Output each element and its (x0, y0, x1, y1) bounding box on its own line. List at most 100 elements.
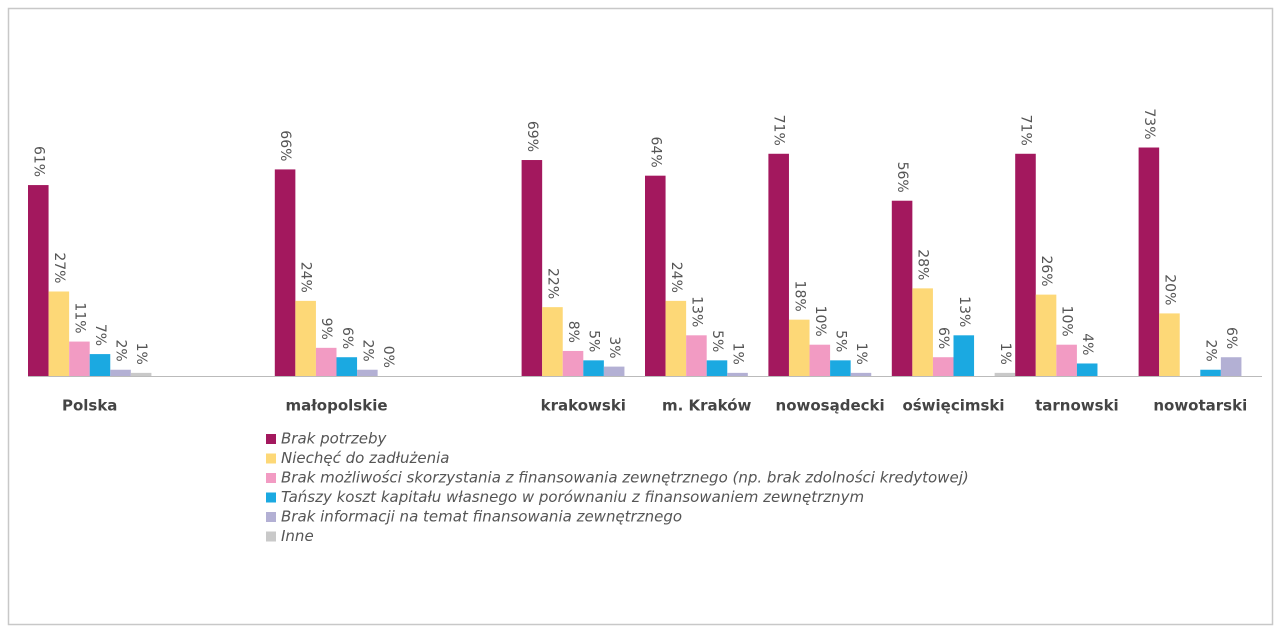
bar (1056, 344, 1077, 376)
value-label: 18% (791, 281, 807, 312)
value-label: 66% (277, 130, 293, 161)
value-label: 1% (133, 343, 149, 365)
bar (932, 357, 954, 376)
bar (809, 344, 831, 376)
value-label: 28% (915, 249, 931, 280)
value-label: 13% (688, 296, 704, 327)
value-label: 6% (1223, 327, 1239, 349)
legend-label: Brak potrzeby (281, 430, 387, 448)
bar (788, 319, 810, 376)
bar (727, 372, 748, 376)
bar (69, 341, 90, 376)
value-label: 10% (812, 306, 828, 337)
value-label: 71% (771, 115, 787, 146)
legend-swatch (266, 453, 276, 464)
bar (28, 185, 49, 376)
value-label: 26% (1038, 255, 1054, 286)
value-label: 6% (935, 327, 951, 349)
value-label: 11% (71, 302, 87, 333)
bar (665, 300, 687, 376)
value-label: 13% (956, 296, 972, 327)
category-label: małopolskie (285, 397, 387, 415)
bar (562, 350, 584, 376)
legend-swatch (266, 473, 276, 483)
legend-label: Inne (281, 527, 314, 545)
value-label: 5% (832, 330, 848, 352)
value-label: 5% (709, 330, 725, 352)
bar (542, 307, 563, 376)
bar (994, 372, 1016, 376)
category-label: m. Kraków (662, 397, 752, 415)
frame (7, 7, 1274, 626)
value-label: 1% (730, 343, 746, 365)
category-label: Polska (62, 397, 117, 415)
value-label: 0% (380, 346, 396, 368)
value-label: 27% (51, 252, 67, 283)
legend-label: Tańszy koszt kapitału własnego w porówna… (281, 488, 864, 506)
legend-swatch (266, 434, 276, 444)
category-label: oświęcimski (902, 397, 1004, 415)
category-label: tarnowski (1035, 397, 1119, 415)
bar (1035, 294, 1057, 376)
bar (1220, 357, 1242, 376)
bar (768, 153, 789, 376)
bar (295, 300, 316, 376)
bar (850, 372, 872, 376)
bar (603, 366, 625, 376)
value-label: 9% (318, 318, 334, 340)
category-label: nowosądecki (776, 397, 885, 415)
bar (48, 291, 70, 376)
value-label: 61% (30, 146, 46, 177)
legend-swatch (266, 512, 276, 522)
value-label: 73% (1141, 108, 1157, 139)
value-label: 64% (647, 137, 663, 168)
bar (274, 169, 296, 376)
bar (336, 357, 358, 376)
bar (357, 369, 378, 376)
value-label: 2% (113, 340, 129, 362)
legend-swatch (266, 531, 276, 542)
bar (1015, 153, 1036, 376)
bar (1159, 313, 1180, 376)
value-label: 2% (1203, 340, 1219, 362)
value-label: 8% (565, 321, 581, 343)
bar (1076, 363, 1098, 376)
bar (521, 160, 543, 376)
value-label: 5% (586, 330, 602, 352)
bar (89, 354, 111, 376)
legend-label: Niechęć do zadłużenia (281, 449, 449, 467)
value-label: 1% (853, 343, 869, 365)
value-label: 6% (339, 327, 355, 349)
legend-swatch (266, 492, 276, 503)
value-label: 71% (1017, 115, 1033, 146)
bar (110, 369, 131, 376)
bar (706, 360, 728, 376)
value-label: 24% (668, 262, 684, 293)
value-label: 7% (92, 324, 108, 346)
bar (130, 372, 152, 376)
bar (1200, 369, 1221, 376)
category-label: krakowski (541, 397, 626, 415)
bar (686, 335, 707, 376)
bar (645, 175, 666, 376)
value-label: 56% (894, 162, 910, 193)
value-label: 1% (997, 343, 1013, 365)
value-label: 3% (606, 336, 622, 358)
legend-label: Brak informacji na temat finansowania ze… (281, 508, 682, 526)
bar (891, 200, 913, 376)
value-label: 10% (1059, 306, 1075, 337)
bar (912, 288, 933, 376)
bar (1138, 147, 1160, 376)
bar (830, 360, 851, 376)
value-label: 22% (544, 268, 560, 299)
value-label: 69% (524, 121, 540, 152)
value-label: 20% (1161, 274, 1177, 305)
bar (583, 360, 604, 376)
value-label: 4% (1079, 333, 1095, 355)
category-label: nowotarski (1153, 397, 1247, 415)
value-label: 24% (298, 262, 314, 293)
value-label: 2% (359, 340, 375, 362)
bar (953, 335, 975, 376)
